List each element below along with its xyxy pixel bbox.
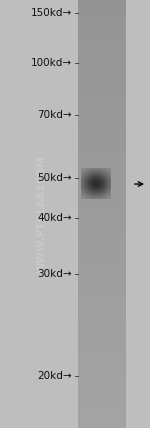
Text: 150kd→: 150kd→ [31,8,72,18]
Text: 100kd→: 100kd→ [31,58,72,68]
Text: 30kd→: 30kd→ [37,269,72,279]
Text: 70kd→: 70kd→ [37,110,72,120]
Text: 50kd→: 50kd→ [37,172,72,183]
Text: WWW.PTGLABECOM: WWW.PTGLABECOM [37,155,47,273]
Text: 40kd→: 40kd→ [37,213,72,223]
Text: 20kd→: 20kd→ [37,371,72,381]
